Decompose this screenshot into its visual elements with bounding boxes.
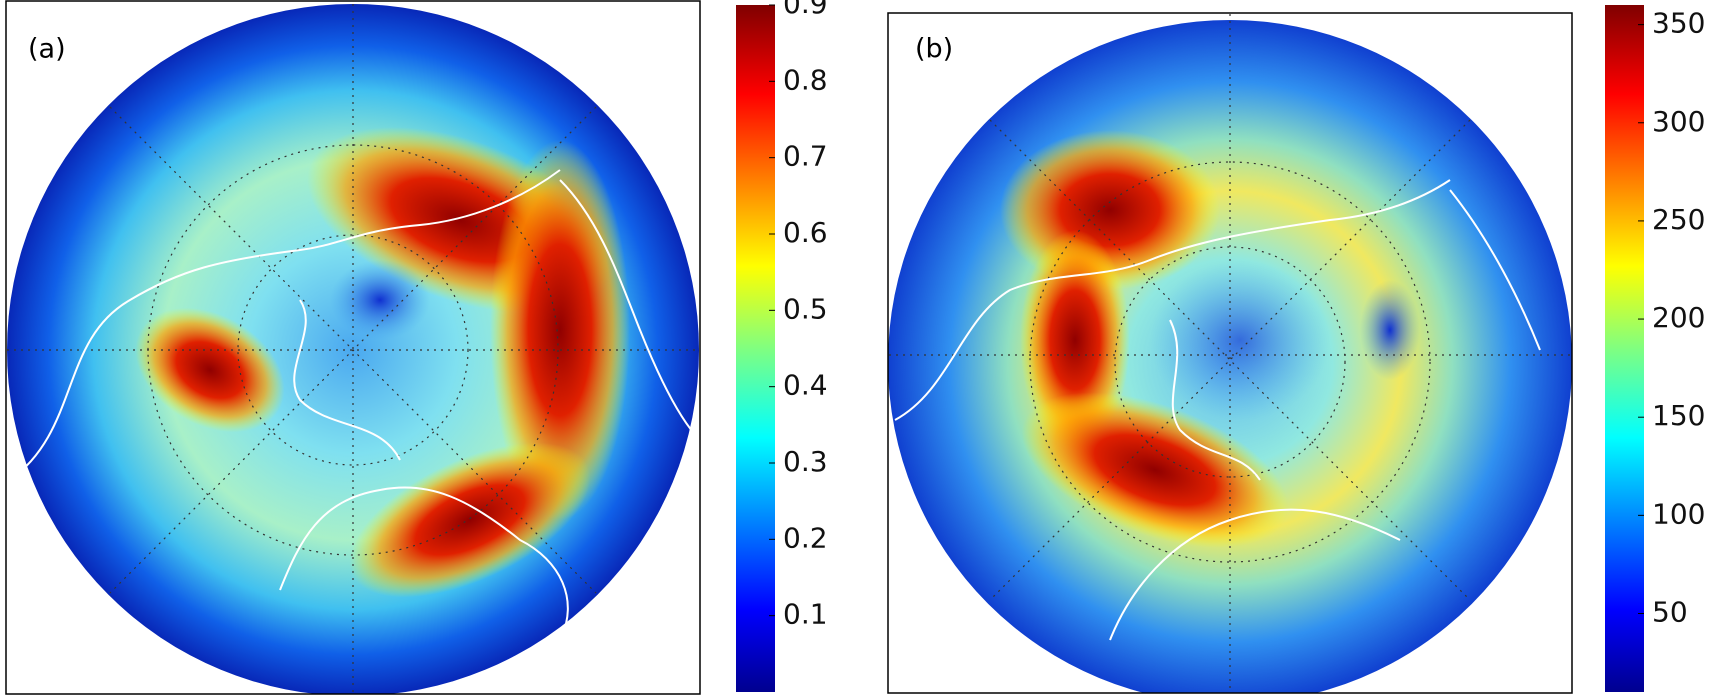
colorbar xyxy=(736,5,775,692)
colorbar-tick-label: 300 xyxy=(1652,105,1705,138)
page: {"panels": [ {"label": "(a)", "colorbar"… xyxy=(0,0,1721,695)
map-a xyxy=(7,4,700,695)
panel-label: (b) xyxy=(915,34,953,65)
figure: (a) (b) 0.1 0.2 0.3 0.4 0.5 0.6 0.7 0.8 0.9 50 100… xyxy=(0,0,1721,695)
colorbar-tick-label: 250 xyxy=(1652,203,1705,236)
colorbar-tick-label: 200 xyxy=(1652,301,1705,334)
colorbar-tick-label: 100 xyxy=(1652,497,1705,530)
colorbar-tick-label: 50 xyxy=(1652,595,1688,628)
colorbar xyxy=(1605,5,1644,692)
colorbar-tick-label: 0.9 xyxy=(783,0,828,20)
colorbar-tick-label: 0.1 xyxy=(783,598,828,631)
colorbar-tick-label: 350 xyxy=(1652,7,1705,40)
colorbar-tick-label: 0.3 xyxy=(783,445,828,478)
colorbar-tick-label: 150 xyxy=(1652,399,1705,432)
panel-label: (a) xyxy=(28,34,66,65)
colorbar-tick-label: 0.7 xyxy=(783,140,828,173)
colorbar-tick-label: 0.5 xyxy=(783,292,828,325)
colorbar-tick-label: 0.6 xyxy=(783,216,828,249)
map-b xyxy=(888,13,1572,695)
colorbar-tick-label: 0.8 xyxy=(783,63,828,96)
colorbar-tick-label: 0.2 xyxy=(783,521,828,554)
colorbar-tick-label: 0.4 xyxy=(783,369,828,402)
